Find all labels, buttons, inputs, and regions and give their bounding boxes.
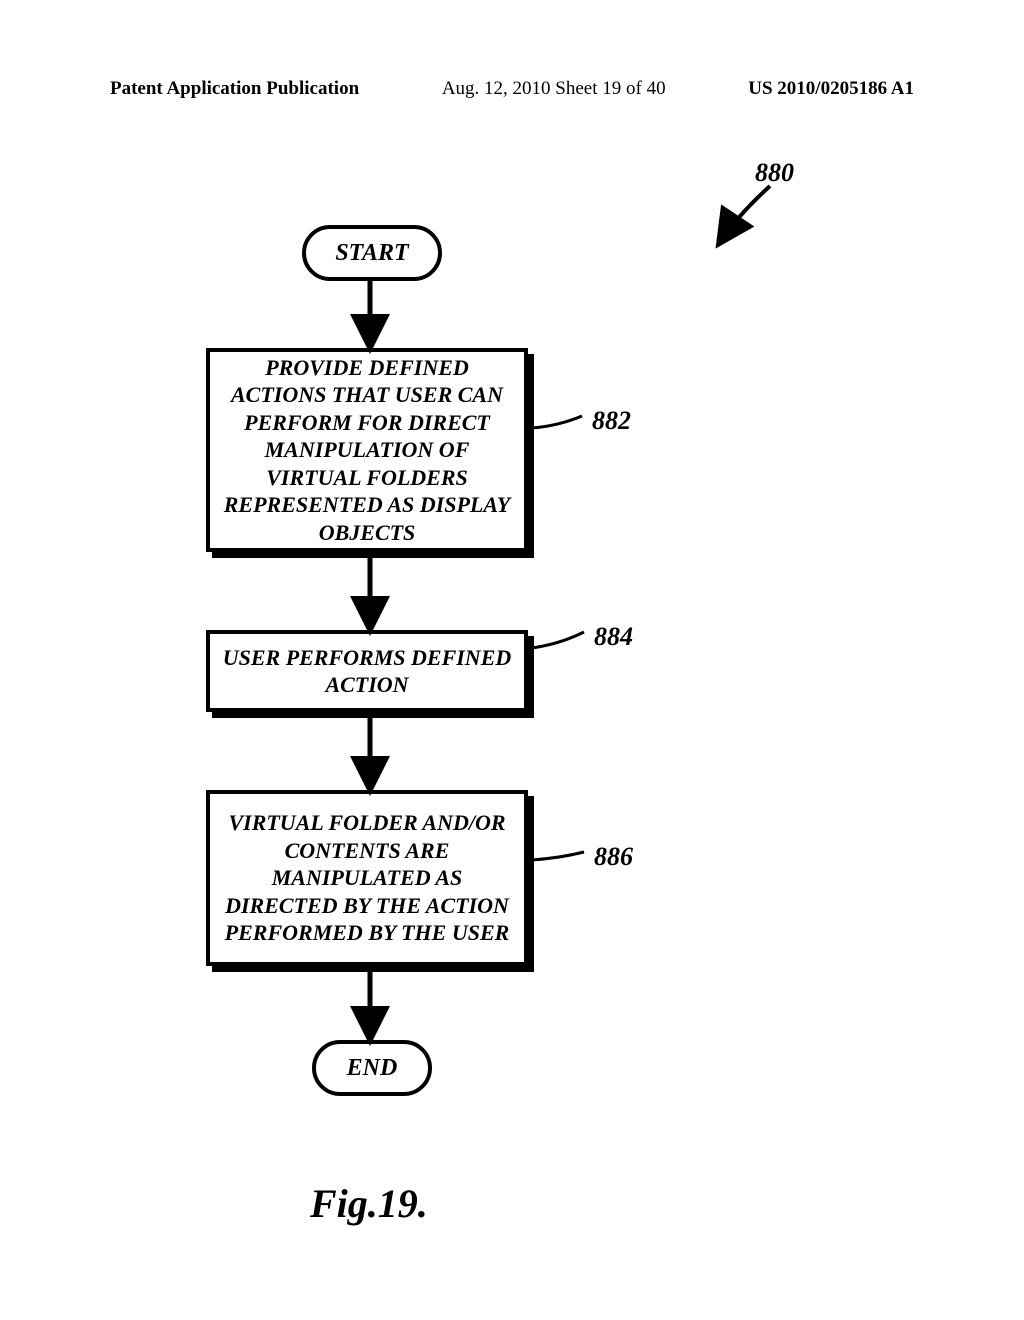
figure-ref-number: 880 bbox=[755, 158, 794, 188]
ref-label-884: 884 bbox=[594, 622, 633, 652]
process-step-3: VIRTUAL FOLDER AND/OR CONTENTS ARE MANIP… bbox=[206, 790, 528, 966]
process-step-2-label: USER PERFORMS DEFINED ACTION bbox=[220, 644, 514, 699]
end-terminator: END bbox=[312, 1040, 432, 1096]
ref-label-886: 886 bbox=[594, 842, 633, 872]
ref-leader-886 bbox=[532, 852, 584, 860]
process-step-1: PROVIDE DEFINED ACTIONS THAT USER CAN PE… bbox=[206, 348, 528, 552]
start-terminator: START bbox=[302, 225, 442, 281]
ref-leader-884 bbox=[532, 632, 584, 648]
ref-leader-880 bbox=[720, 186, 770, 242]
figure-caption: Fig.19. bbox=[310, 1180, 428, 1227]
process-step-3-label: VIRTUAL FOLDER AND/OR CONTENTS ARE MANIP… bbox=[220, 809, 514, 947]
ref-leader-882 bbox=[532, 416, 582, 428]
start-label: START bbox=[335, 240, 408, 267]
flowchart-container: START PROVIDE DEFINED ACTIONS THAT USER … bbox=[0, 0, 1024, 1320]
end-label: END bbox=[347, 1055, 398, 1082]
process-step-1-label: PROVIDE DEFINED ACTIONS THAT USER CAN PE… bbox=[220, 354, 514, 547]
process-step-2: USER PERFORMS DEFINED ACTION bbox=[206, 630, 528, 712]
ref-label-882: 882 bbox=[592, 406, 631, 436]
